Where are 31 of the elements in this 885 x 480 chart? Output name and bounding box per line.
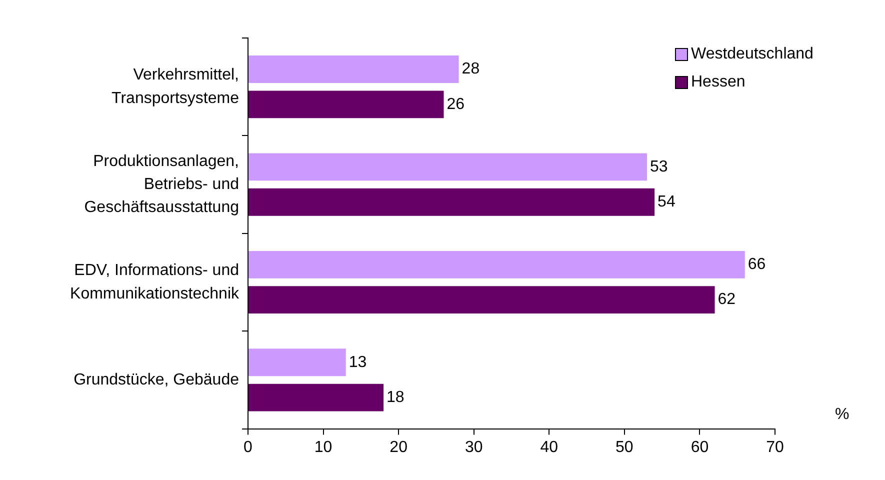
legend-label: Westdeutschland bbox=[691, 45, 814, 62]
bar bbox=[248, 90, 444, 118]
data-label: 18 bbox=[386, 388, 404, 406]
y-tick-label: Grundstücke, Gebäude bbox=[74, 371, 240, 388]
data-label: 26 bbox=[446, 96, 465, 113]
legend-label: Hessen bbox=[691, 73, 746, 90]
y-tick-label: EDV, Informations- und Kommunikationstechnik bbox=[70, 262, 240, 302]
x-tick-label: 60 bbox=[690, 438, 709, 456]
data-label: 66 bbox=[748, 256, 766, 274]
data-label: 62 bbox=[718, 291, 736, 308]
x-tick-label: 40 bbox=[540, 438, 558, 456]
data-label: 53 bbox=[650, 158, 668, 176]
bar bbox=[248, 56, 459, 83]
y-tick-label: Verkehrsmittel, Transportsysteme bbox=[112, 66, 240, 107]
x-axis-title: % bbox=[835, 406, 850, 424]
data-label: 13 bbox=[348, 354, 367, 371]
bar bbox=[248, 250, 745, 278]
x-tick-label: 10 bbox=[314, 438, 332, 456]
data-label: 28 bbox=[462, 60, 480, 78]
x-tick-label: 50 bbox=[616, 438, 634, 456]
bar bbox=[248, 153, 648, 181]
y-tick-label: Produktionsanlagen, Betriebs- und Geschäftsausstattung bbox=[84, 152, 239, 216]
x-tick-label: 30 bbox=[464, 438, 483, 456]
data-label: 54 bbox=[658, 194, 676, 211]
bar bbox=[248, 348, 346, 376]
x-tick-label: 0 bbox=[244, 438, 253, 456]
x-tick-label: 70 bbox=[766, 438, 784, 456]
bar bbox=[248, 188, 655, 216]
bar bbox=[248, 286, 715, 314]
bar bbox=[248, 384, 384, 412]
x-tick-label: 20 bbox=[390, 438, 408, 456]
